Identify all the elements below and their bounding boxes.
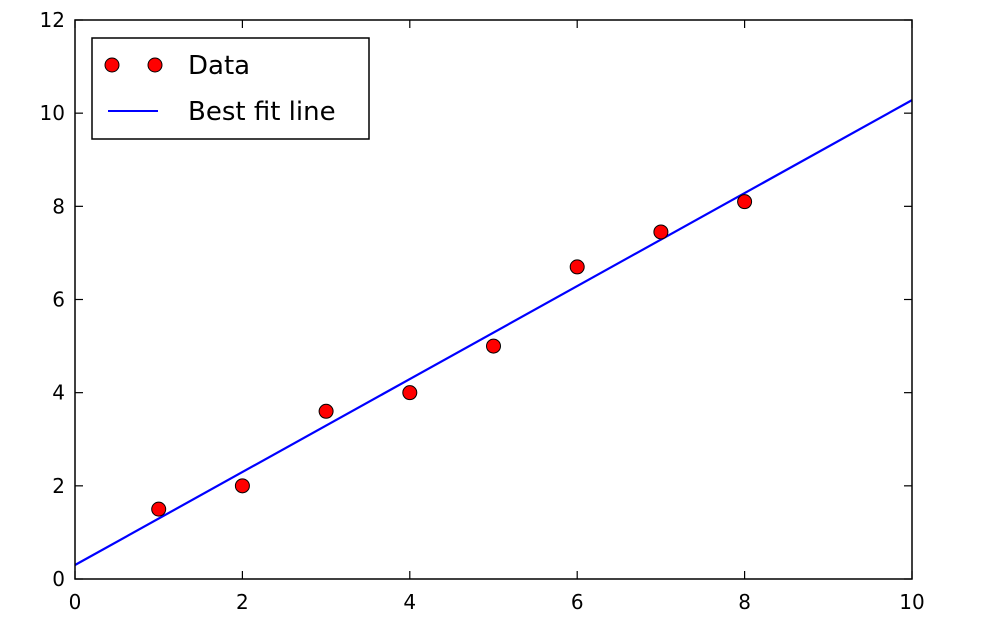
data-point-5 bbox=[486, 338, 501, 354]
x-tick-label-8: 8 bbox=[738, 590, 751, 614]
y-tick-label-8: 8 bbox=[52, 194, 65, 218]
data-point-7 bbox=[653, 224, 669, 240]
y-tick-label-12: 12 bbox=[40, 8, 65, 32]
legend-data-marker-1 bbox=[104, 57, 120, 73]
data-point-6 bbox=[569, 259, 585, 275]
legend-box bbox=[91, 37, 370, 140]
axis-layer: 0 2 4 6 8 10 0 2 4 6 8 10 12 bbox=[40, 8, 925, 614]
y-tick-label-4: 4 bbox=[52, 381, 65, 405]
data-point-1 bbox=[151, 501, 167, 517]
legend-label-best-fit: Best fit line bbox=[188, 97, 336, 127]
data-point-8 bbox=[737, 194, 753, 210]
x-tick-label-10: 10 bbox=[899, 590, 924, 614]
data-point-2 bbox=[234, 478, 250, 494]
y-tick-label-0: 0 bbox=[52, 567, 65, 591]
legend-data-marker-2 bbox=[147, 57, 163, 73]
x-tick-label-0: 0 bbox=[69, 590, 82, 614]
best-fit-line bbox=[74, 99, 913, 566]
data-point-4 bbox=[402, 385, 418, 401]
plot-layer bbox=[74, 99, 913, 566]
x-tick-label-4: 4 bbox=[403, 590, 416, 614]
legend: Data Best fit line bbox=[91, 37, 370, 140]
x-tick-label-6: 6 bbox=[571, 590, 584, 614]
y-tick-label-6: 6 bbox=[52, 288, 65, 312]
y-tick-label-2: 2 bbox=[52, 474, 65, 498]
x-tick-label-2: 2 bbox=[236, 590, 249, 614]
data-point-3 bbox=[318, 403, 334, 419]
y-tick-label-10: 10 bbox=[40, 101, 65, 125]
legend-label-data: Data bbox=[188, 51, 250, 81]
